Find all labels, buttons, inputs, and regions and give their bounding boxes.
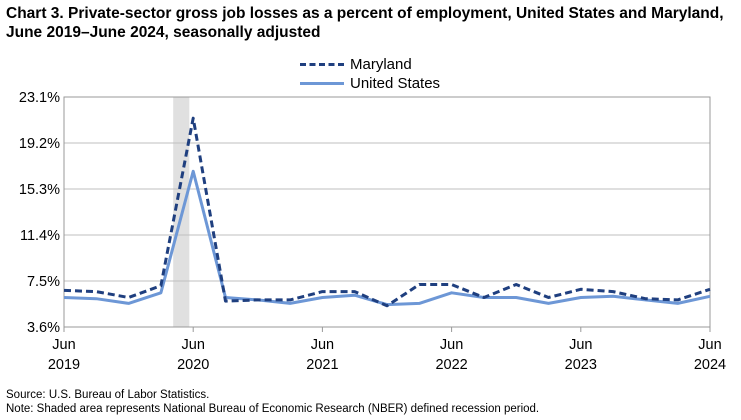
y-tick-label: 19.2%: [19, 136, 60, 152]
y-tick-label: 7.5%: [27, 274, 60, 290]
y-tick-label: 23.1%: [19, 90, 60, 106]
legend-label-maryland: Maryland: [350, 56, 412, 73]
x-tick-label-month: Jun: [440, 337, 463, 353]
x-tick-label-month: Jun: [569, 337, 592, 353]
y-tick-label: 15.3%: [19, 182, 60, 198]
x-tick-label-month: Jun: [182, 337, 205, 353]
source-note: Source: U.S. Bureau of Labor Statistics.: [6, 389, 210, 401]
x-tick-label-year: 2021: [306, 357, 338, 373]
y-tick-label: 3.6%: [27, 320, 60, 336]
x-tick-label-month: Jun: [311, 337, 334, 353]
legend-item-maryland: Maryland: [300, 55, 440, 74]
legend-swatch-united-states: [300, 82, 344, 85]
x-tick-label-month: Jun: [52, 337, 75, 353]
x-tick-label-month: Jun: [698, 337, 721, 353]
chart-title: Chart 3. Private-sector gross job losses…: [6, 5, 724, 41]
series-line-maryland: [63, 116, 711, 308]
legend-swatch-maryland: [300, 63, 344, 66]
x-tick-label-year: 2024: [694, 357, 726, 373]
x-tick-label-year: 2022: [435, 357, 467, 373]
y-tick-label: 11.4%: [20, 228, 60, 244]
x-tick-label-year: 2020: [177, 357, 209, 373]
chart-notes: Source: U.S. Bureau of Labor Statistics.…: [6, 388, 539, 416]
legend-item-united-states: United States: [300, 74, 440, 93]
x-tick-label-year: 2019: [48, 357, 80, 373]
recession-note: Note: Shaded area represents National Bu…: [6, 403, 540, 415]
legend: Maryland United States: [300, 55, 440, 93]
x-tick-label-year: 2023: [565, 357, 597, 373]
legend-label-united-states: United States: [350, 75, 441, 92]
plot-frame: [63, 96, 711, 328]
